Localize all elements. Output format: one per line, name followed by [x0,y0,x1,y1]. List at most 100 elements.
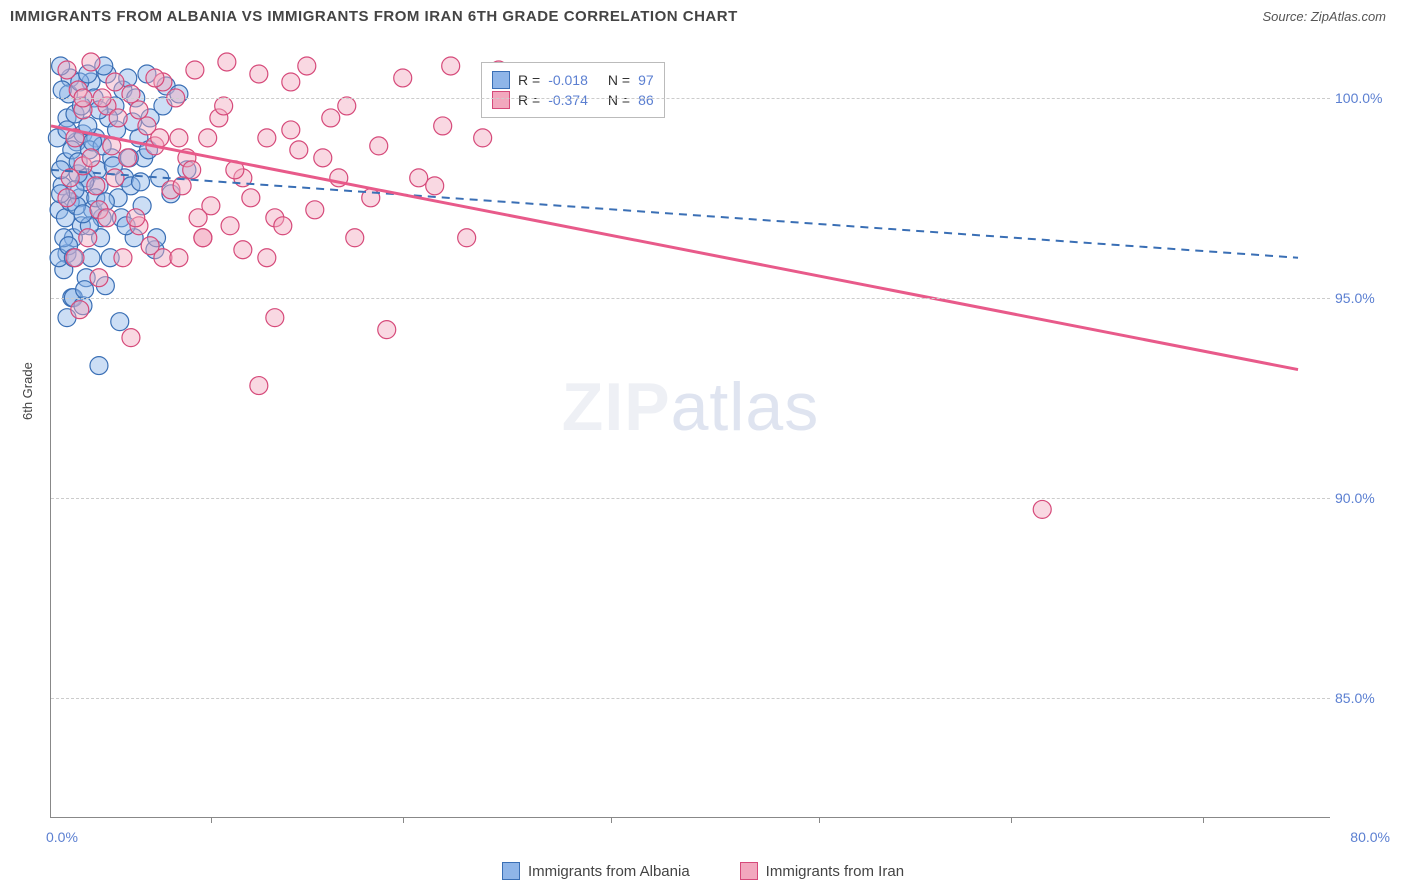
legend-n-label: N = [608,92,630,108]
x-tick-label-max: 80.0% [1350,829,1390,845]
scatter-point [298,57,316,75]
scatter-point [250,65,268,83]
scatter-point [290,141,308,159]
scatter-point [258,249,276,267]
scatter-point [1033,500,1051,518]
bottom-legend-item: Immigrants from Albania [502,862,690,880]
scatter-point [82,249,100,267]
scatter-point [66,249,84,267]
y-tick-label: 95.0% [1335,290,1390,306]
scatter-point [458,229,476,247]
legend-row: R = -0.374 N = 86 [492,91,654,109]
scatter-point [146,69,164,87]
scatter-point [474,129,492,147]
gridline [51,98,1330,99]
x-tick [1203,817,1204,823]
legend-r-value: -0.374 [548,92,588,108]
scatter-point [106,73,124,91]
scatter-point [109,109,127,127]
scatter-point [154,249,172,267]
scatter-point [189,209,207,227]
legend-r-label: R = [518,72,540,88]
x-tick [611,817,612,823]
scatter-point [151,129,169,147]
x-tick [403,817,404,823]
scatter-point [90,269,108,287]
scatter-point [338,97,356,115]
gridline [51,298,1330,299]
scatter-point [282,73,300,91]
scatter-point [306,201,324,219]
x-tick [211,817,212,823]
scatter-point [119,149,137,167]
scatter-point [199,129,217,147]
plot-area: ZIPatlas R = -0.018N = 97R = -0.374N = 8… [50,58,1330,818]
bottom-legend: Immigrants from Albania Immigrants from I… [0,862,1406,880]
scatter-point [410,169,428,187]
scatter-point [434,117,452,135]
legend-row: R = -0.018 N = 97 [492,71,654,89]
scatter-point [266,309,284,327]
scatter-point [218,53,236,71]
y-axis-label: 6th Grade [20,362,35,420]
legend-r-value: -0.018 [548,72,588,88]
scatter-point [106,169,124,187]
scatter-point [242,189,260,207]
y-tick-label: 100.0% [1335,90,1390,106]
chart-title: IMMIGRANTS FROM ALBANIA VS IMMIGRANTS FR… [10,8,738,25]
legend-swatch [740,862,758,880]
scatter-point [221,217,239,235]
legend-swatch [492,91,510,109]
x-tick [819,817,820,823]
legend-n-value: 97 [638,72,654,88]
scatter-point [82,149,100,167]
legend-swatch [492,71,510,89]
scatter-point [234,241,252,259]
scatter-point [114,249,132,267]
scatter-point [79,229,97,247]
scatter-point [194,229,212,247]
scatter-point [111,313,129,331]
x-tick [1011,817,1012,823]
bottom-legend-label: Immigrants from Iran [766,863,904,880]
bottom-legend-item: Immigrants from Iran [740,862,904,880]
x-tick-label-min: 0.0% [46,829,78,845]
y-tick-label: 90.0% [1335,490,1390,506]
scatter-point [76,281,94,299]
scatter-point [170,129,188,147]
scatter-point [127,209,145,227]
scatter-point [71,301,89,319]
bottom-legend-label: Immigrants from Albania [528,863,690,880]
scatter-point [170,249,188,267]
plot-svg [51,58,1330,817]
gridline [51,698,1330,699]
scatter-point [346,229,364,247]
scatter-point [258,129,276,147]
scatter-point [82,53,100,71]
scatter-point [314,149,332,167]
scatter-point [274,217,292,235]
correlation-legend: R = -0.018 N = 97 R = -0.374 N = 86 [481,62,665,118]
scatter-point [58,61,76,79]
legend-n-label: N = [608,72,630,88]
scatter-point [394,69,412,87]
legend-r-label: R = [518,92,540,108]
scatter-point [58,189,76,207]
scatter-point [122,85,140,103]
scatter-point [250,377,268,395]
chart-header: IMMIGRANTS FROM ALBANIA VS IMMIGRANTS FR… [0,0,1406,33]
scatter-point [90,357,108,375]
scatter-point [378,321,396,339]
legend-n-value: 86 [638,92,654,108]
scatter-point [442,57,460,75]
scatter-point [426,177,444,195]
scatter-point [322,109,340,127]
scatter-point [186,61,204,79]
scatter-point [183,161,201,179]
chart-source: Source: ZipAtlas.com [1262,9,1386,24]
y-tick-label: 85.0% [1335,690,1390,706]
scatter-point [53,81,71,99]
scatter-point [87,177,105,195]
scatter-point [282,121,300,139]
scatter-point [98,209,116,227]
